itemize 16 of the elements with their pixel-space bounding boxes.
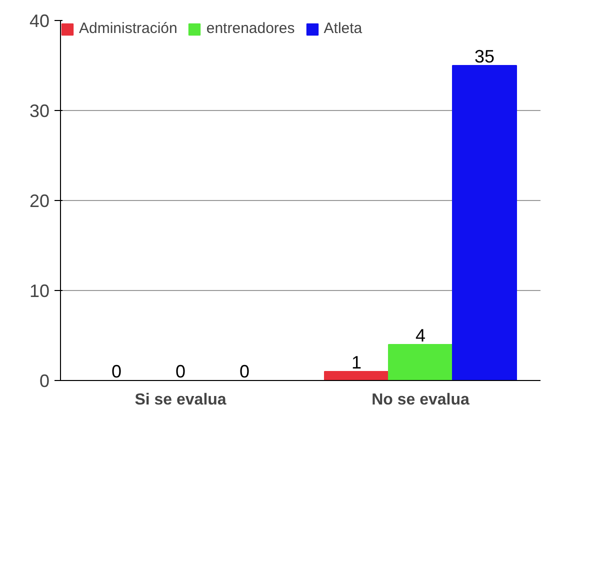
data-label: 1 (351, 352, 362, 372)
legend-label: Atleta (324, 20, 362, 37)
x-tick-label: No se evalua (372, 392, 470, 408)
y-tick-label: 30 (29, 101, 50, 121)
legend-label: Administración (79, 20, 178, 37)
data-label: 0 (111, 362, 122, 382)
data-label: 0 (239, 362, 250, 382)
data-label: 4 (415, 326, 426, 346)
y-tick-label: 40 (29, 11, 50, 31)
x-tick-label: Si se evalua (134, 392, 226, 408)
y-tick-label: 10 (29, 281, 50, 301)
data-label: 35 (474, 46, 495, 66)
y-tick-label: 20 (29, 191, 50, 211)
y-tick-label: 0 (39, 371, 50, 391)
legend-label: entrenadores (206, 20, 295, 37)
data-label: 0 (175, 362, 186, 382)
